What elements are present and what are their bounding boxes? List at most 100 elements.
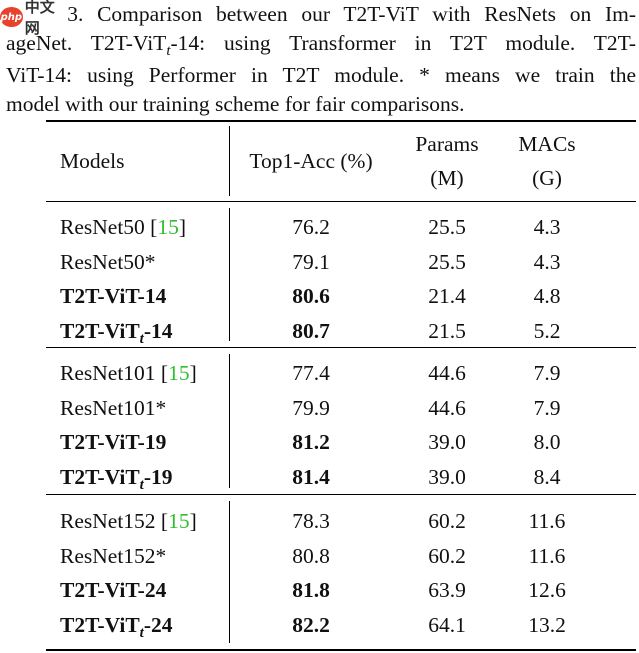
top1-cell: 81.2 xyxy=(292,430,330,454)
macs-cell: 8.0 xyxy=(533,430,561,454)
model-name: T2T-ViT xyxy=(60,464,140,489)
model-name-cell: ResNet101* xyxy=(60,395,166,421)
params-cell: 25.5 xyxy=(428,249,466,274)
model-name-cell: ResNet152 [15] xyxy=(60,508,197,534)
macs-cell: 13.2 xyxy=(528,612,566,637)
model-subscript: t xyxy=(139,624,144,641)
header-params-2: (M) xyxy=(430,166,464,190)
model-name: T2T-ViT-24 xyxy=(60,578,167,602)
model-suffix: -19 xyxy=(143,464,173,489)
params-cell: 21.5 xyxy=(428,318,466,343)
model-name: ResNet101 xyxy=(60,361,156,385)
model-name-cell: T2T-ViTt-24 xyxy=(60,612,173,641)
macs-cell: 4.8 xyxy=(533,284,561,308)
model-subscript: t xyxy=(139,476,144,493)
macs-cell: 11.6 xyxy=(528,509,566,533)
params-cell: 44.6 xyxy=(428,395,466,420)
params-cell: 64.1 xyxy=(428,612,466,637)
header-top1: Top1-Acc (%) xyxy=(249,149,373,173)
header-macs-1: MACs xyxy=(518,132,576,156)
caption-line-2-a: ageNet. T2T-ViT xyxy=(6,31,167,55)
top1-cell: 80.8 xyxy=(292,543,330,568)
top1-cell: 79.9 xyxy=(292,395,330,420)
macs-cell: 7.9 xyxy=(533,361,561,385)
model-name: ResNet152* xyxy=(60,543,167,568)
vline-group-1 xyxy=(229,208,231,341)
top1-cell: 80.7 xyxy=(292,318,330,343)
top1-cell: 80.6 xyxy=(292,284,330,308)
caption-line-2-b: -14: using Transformer in T2T module. T2… xyxy=(170,31,636,55)
params-cell: 60.2 xyxy=(428,543,466,568)
macs-cell: 5.2 xyxy=(533,318,561,343)
model-subscript: t xyxy=(139,330,144,347)
params-cell: 63.9 xyxy=(428,578,466,602)
table-caption: Table 3. Comparison between our T2T-ViT … xyxy=(6,0,636,119)
model-name: T2T-ViT-19 xyxy=(60,430,167,454)
vline-group-2 xyxy=(229,354,231,488)
params-cell: 39.0 xyxy=(428,430,466,454)
model-name-cell: ResNet152* xyxy=(60,543,166,569)
model-name-cell: T2T-ViTt-19 xyxy=(60,464,173,493)
model-name: T2T-ViT xyxy=(60,318,140,343)
citation-link[interactable]: 15 xyxy=(157,215,179,239)
caption-line-4: model with our training scheme for fair … xyxy=(6,92,465,116)
model-name-cell: T2T-ViT-19 xyxy=(60,429,166,455)
caption-line-3: ViT-14: using Performer in T2T module. *… xyxy=(6,63,636,87)
header-models: Models xyxy=(60,149,125,173)
params-cell: 39.0 xyxy=(428,464,466,489)
params-cell: 25.5 xyxy=(428,215,466,239)
group-rule-2 xyxy=(46,494,636,496)
comparison-table: Models Top1-Acc (%) Params (M) MACs (G) … xyxy=(46,120,636,652)
macs-cell: 11.6 xyxy=(528,543,566,568)
macs-cell: 4.3 xyxy=(533,215,561,239)
macs-cell: 8.4 xyxy=(533,464,561,489)
model-name-cell: ResNet50 [15] xyxy=(60,214,186,240)
macs-cell: 12.6 xyxy=(528,578,566,602)
caption-subscript: t xyxy=(166,43,171,59)
cite-open: [ xyxy=(144,215,158,239)
bottom-rule xyxy=(46,649,636,651)
model-suffix: -24 xyxy=(143,612,173,637)
site-watermark: php 中文网 xyxy=(0,0,64,37)
header-rule xyxy=(46,201,636,203)
model-name: ResNet101* xyxy=(60,395,167,420)
cite-open: [ xyxy=(155,509,169,533)
caption-line-1: Table 3. Comparison between our T2T-ViT … xyxy=(6,2,636,26)
top1-cell: 76.2 xyxy=(292,215,330,239)
citation-link[interactable]: 15 xyxy=(168,361,190,385)
citation-link[interactable]: 15 xyxy=(168,509,190,533)
group-rule-1 xyxy=(46,347,636,349)
header-macs-2: (G) xyxy=(532,166,562,190)
params-cell: 60.2 xyxy=(428,509,466,533)
model-name-cell: T2T-ViT-24 xyxy=(60,577,166,603)
model-name: T2T-ViT-14 xyxy=(60,284,167,308)
cite-close: ] xyxy=(189,361,197,385)
top1-cell: 77.4 xyxy=(292,361,330,385)
model-name-cell: ResNet101 [15] xyxy=(60,360,197,386)
params-cell: 21.4 xyxy=(428,284,466,308)
model-suffix: -14 xyxy=(143,318,173,343)
cite-close: ] xyxy=(178,215,187,239)
vline-header xyxy=(229,126,231,196)
header-params-1: Params xyxy=(415,132,479,156)
top-rule xyxy=(46,120,636,122)
vline-group-3 xyxy=(229,501,231,643)
caption-line-2: ageNet. T2T-ViTt-14: using Transformer i… xyxy=(6,29,636,61)
cite-open: [ xyxy=(155,361,169,385)
top1-cell: 79.1 xyxy=(292,249,330,274)
params-cell: 44.6 xyxy=(428,361,466,385)
top1-cell: 78.3 xyxy=(292,509,330,533)
macs-cell: 7.9 xyxy=(533,395,561,420)
model-name-cell: ResNet50* xyxy=(60,249,156,275)
model-name-cell: T2T-ViTt-14 xyxy=(60,318,173,347)
model-name: ResNet50* xyxy=(60,249,156,274)
macs-cell: 4.3 xyxy=(533,249,561,274)
model-name: ResNet50 xyxy=(60,215,145,239)
model-name: ResNet152 xyxy=(60,509,156,533)
php-logo-icon: php xyxy=(0,7,23,27)
top1-cell: 82.2 xyxy=(292,612,330,637)
model-name: T2T-ViT xyxy=(60,612,140,637)
model-name-cell: T2T-ViT-14 xyxy=(60,283,166,309)
top1-cell: 81.4 xyxy=(292,464,330,489)
watermark-text: 中文网 xyxy=(24,0,55,37)
